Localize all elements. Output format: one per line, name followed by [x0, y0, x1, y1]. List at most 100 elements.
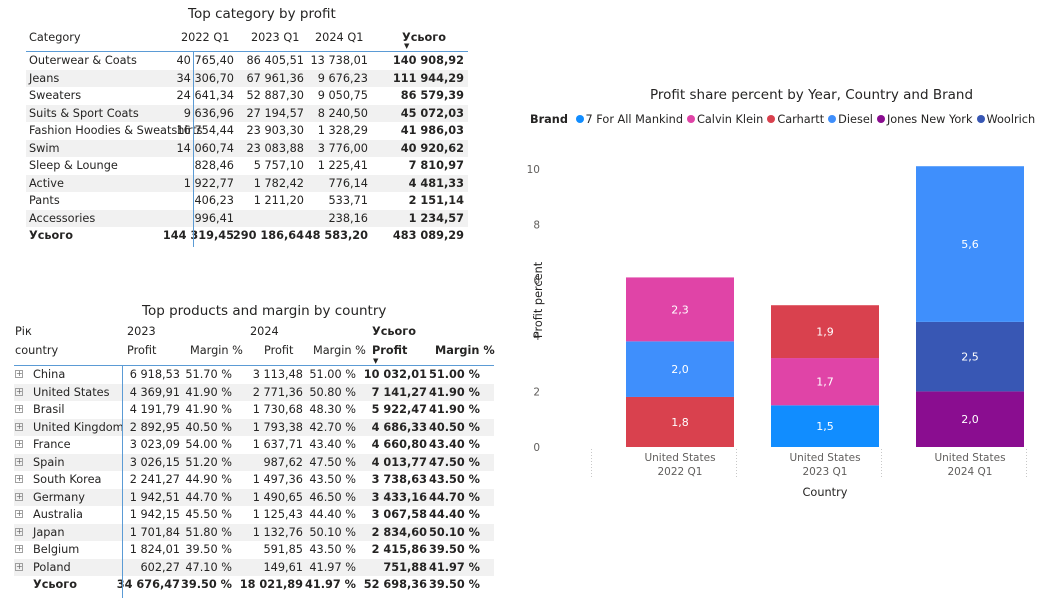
value-cell: 3 067,58	[371, 508, 427, 521]
x-tick-label: 2024 Q1	[947, 466, 992, 478]
country-cell: United Kingdom	[33, 420, 124, 434]
data-label: 2,0	[961, 413, 979, 426]
y-axis-label: Profit percent	[532, 261, 545, 338]
value-cell: 1 234,57	[408, 211, 464, 225]
country-cell: United States	[33, 385, 110, 399]
expand-icon[interactable]: +	[15, 404, 23, 413]
bar-segment	[771, 305, 879, 359]
legend-dot-icon	[976, 115, 985, 123]
table-row: + China 6 918,53 51.70 % 3 113,48 51.00 % 10 0…	[14, 366, 494, 384]
value-cell: 2 241,27	[129, 473, 180, 486]
bar-segment	[916, 321, 1024, 392]
bar-segment	[916, 391, 1024, 447]
value-cell: 43.40 %	[429, 438, 480, 451]
category-cell: Pants	[29, 194, 60, 207]
margin-2023-header[interactable]: Margin %	[190, 344, 243, 357]
value-cell: 3 433,16	[371, 490, 427, 504]
category-cell: Accessories	[29, 211, 96, 225]
expand-icon[interactable]: +	[15, 544, 23, 553]
legend-item[interactable]: Carhartt	[767, 113, 824, 126]
expand-icon[interactable]: +	[15, 369, 23, 378]
value-cell: 14 060,74	[176, 141, 235, 155]
table-row: Sweaters 24 641,34 52 887,30 9 050,75 86 579…	[26, 87, 468, 105]
year-2024-header[interactable]: 2024	[250, 325, 279, 338]
value-cell: 51.20 %	[185, 455, 232, 469]
table-row: + United Kingdom 2 892,95 40.50 % 1 793,38 42…	[14, 418, 494, 436]
column-header-0[interactable]: Category	[29, 31, 81, 44]
value-cell: 48 583,20	[304, 229, 368, 242]
value-cell: 1 225,41	[317, 159, 368, 172]
expand-icon[interactable]: +	[15, 439, 23, 448]
profit-2023-header[interactable]: Profit	[127, 344, 157, 357]
table-divider	[122, 366, 123, 598]
profit-total-header[interactable]: Profit	[372, 344, 408, 357]
column-header-4[interactable]: Усього	[402, 31, 446, 44]
value-cell: 10 032,01	[363, 368, 427, 381]
expand-icon[interactable]: +	[15, 561, 23, 571]
expand-icon[interactable]: +	[15, 421, 23, 431]
legend-item[interactable]: Calvin Klein	[687, 113, 763, 126]
value-cell: 50.10 %	[309, 525, 356, 539]
column-header-1[interactable]: 2022 Q1	[181, 31, 230, 44]
value-cell: 52 698,36	[363, 578, 427, 591]
value-cell: 51.80 %	[185, 525, 232, 539]
value-cell: 41.90 %	[429, 403, 480, 416]
expand-icon[interactable]: +	[15, 491, 23, 501]
profit-2024-header[interactable]: Profit	[264, 344, 294, 357]
margin-total-header[interactable]: Margin %	[435, 344, 495, 357]
x-axis-label: Country	[803, 486, 848, 499]
country-cell: China	[33, 368, 66, 381]
category-profit-table: Category 2022 Q1 2023 Q1 2024 Q1 Усього ▼ Out…	[26, 29, 468, 247]
expand-icon[interactable]: +	[15, 474, 23, 483]
table-row: + Spain 3 026,15 51.20 % 987,62 47.50 % 4 013,…	[14, 453, 494, 471]
data-label: 1,5	[816, 420, 834, 433]
legend-label: Calvin Klein	[697, 113, 764, 126]
value-cell: 43.40 %	[309, 438, 356, 451]
country-cell: Germany	[33, 490, 85, 504]
value-cell: 602,27	[140, 560, 180, 574]
value-cell: 41.97 %	[429, 560, 480, 574]
column-header-3[interactable]: 2024 Q1	[315, 31, 364, 44]
margin-2024-header[interactable]: Margin %	[313, 344, 366, 357]
table-row: Fashion Hoodies & Sweatshirts 16 754,44 23…	[26, 122, 468, 140]
value-cell: 44.40 %	[309, 508, 356, 521]
legend-item[interactable]: 7 For All Mankind	[575, 113, 683, 126]
column-header-2[interactable]: 2023 Q1	[251, 31, 300, 44]
value-cell: 23 083,88	[246, 141, 305, 155]
legend-label: Woolrich	[986, 113, 1036, 126]
year-2023-header[interactable]: 2023	[127, 325, 156, 338]
expand-icon[interactable]: +	[15, 509, 23, 518]
data-label: 5,6	[961, 238, 979, 251]
value-cell: 8 240,50	[317, 106, 368, 120]
value-cell: 1 211,20	[253, 194, 304, 207]
legend-item[interactable]: Woolrich	[976, 113, 1036, 126]
legend-item[interactable]: Jones New York	[876, 113, 973, 126]
expand-icon[interactable]: +	[15, 386, 23, 396]
value-cell: 7 810,97	[408, 159, 464, 172]
table-row: + Australia 1 942,15 45.50 % 1 125,43 44.40 %…	[14, 506, 494, 524]
value-cell: 140 908,92	[392, 54, 464, 67]
category-cell: Jeans	[29, 71, 60, 85]
bar-segment	[626, 277, 734, 342]
total-header[interactable]: Усього	[372, 325, 416, 338]
value-cell: 13 738,01	[310, 54, 369, 67]
value-cell: 1 824,01	[129, 543, 180, 556]
value-cell: 16 754,44	[176, 124, 235, 137]
expand-icon[interactable]: +	[15, 456, 23, 466]
legend-dot-icon	[876, 115, 885, 123]
legend-item[interactable]: Diesel	[828, 113, 873, 126]
table-row: + United States 4 369,91 41.90 % 2 771,36 50.…	[14, 383, 494, 401]
category-cell: Active	[29, 176, 64, 190]
row-header-country: country	[15, 344, 59, 357]
value-cell: 2 415,86	[371, 543, 427, 556]
value-cell: 3 026,15	[129, 455, 180, 469]
value-cell: 9 050,75	[317, 89, 368, 102]
expand-icon[interactable]: +	[15, 526, 23, 536]
table-row: Pants 406,23 1 211,20 533,71 2 151,14	[26, 192, 468, 210]
value-cell: 1 497,36	[252, 473, 303, 486]
data-label: 1,7	[816, 376, 834, 389]
value-cell: 1 730,68	[252, 403, 303, 416]
value-cell: 44.70 %	[429, 490, 480, 504]
table-row: Accessories 996,41 238,16 1 234,57	[26, 209, 468, 227]
category-cell: Outerwear & Coats	[29, 54, 137, 67]
